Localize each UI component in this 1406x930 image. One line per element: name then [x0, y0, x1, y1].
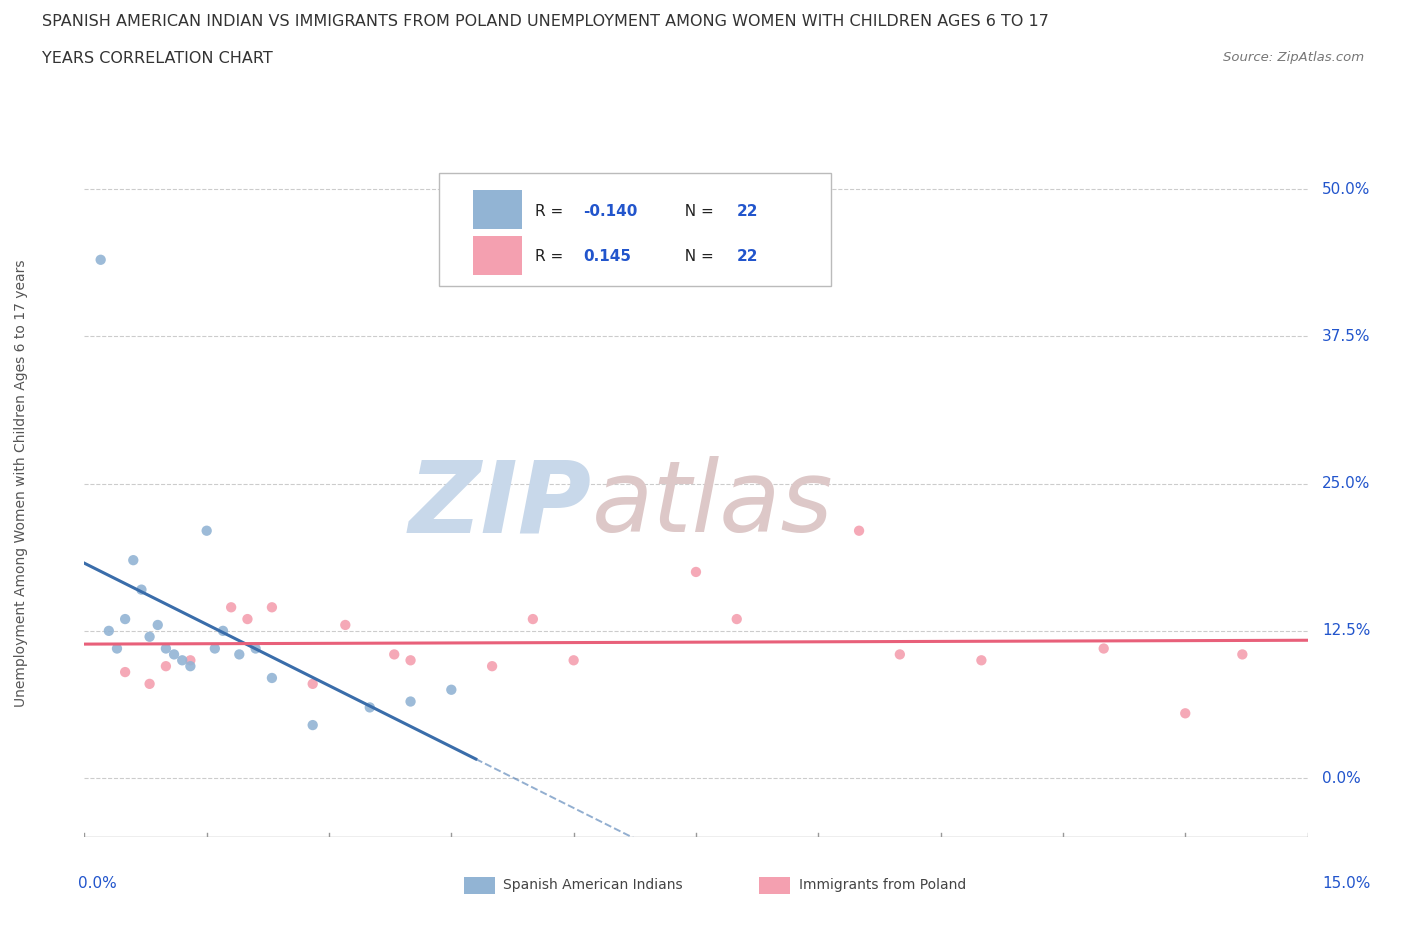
Text: Source: ZipAtlas.com: Source: ZipAtlas.com	[1223, 51, 1364, 64]
Text: R =: R =	[534, 249, 572, 264]
Point	[179, 658, 201, 673]
Text: Immigrants from Poland: Immigrants from Poland	[799, 878, 966, 893]
Point	[301, 676, 323, 691]
Point	[260, 600, 283, 615]
Point	[236, 612, 259, 627]
Point	[212, 623, 235, 638]
Point	[195, 524, 218, 538]
Point	[889, 647, 911, 662]
Point	[440, 683, 463, 698]
Point	[725, 612, 748, 627]
Text: R =: R =	[534, 204, 568, 219]
Point	[301, 718, 323, 733]
Point	[138, 630, 160, 644]
Text: 22: 22	[737, 249, 758, 264]
Text: 0.0%: 0.0%	[79, 876, 117, 891]
Text: 15.0%: 15.0%	[1322, 876, 1371, 891]
Point	[1232, 647, 1254, 662]
Point	[562, 653, 585, 668]
Point	[685, 565, 707, 579]
Text: 0.0%: 0.0%	[1322, 771, 1361, 786]
Text: atlas: atlas	[592, 457, 834, 553]
Text: 25.0%: 25.0%	[1322, 476, 1371, 491]
Point	[204, 641, 226, 656]
Point	[335, 618, 357, 632]
Point	[114, 665, 136, 680]
Point	[122, 552, 145, 567]
Point	[155, 658, 177, 673]
Point	[105, 641, 128, 656]
Point	[481, 658, 503, 673]
Point	[359, 700, 381, 715]
Point	[382, 647, 405, 662]
Point	[146, 618, 169, 632]
Point	[970, 653, 993, 668]
Bar	[474, 190, 522, 229]
Text: N =: N =	[675, 249, 718, 264]
Text: Spanish American Indians: Spanish American Indians	[503, 878, 683, 893]
Point	[1174, 706, 1197, 721]
Text: SPANISH AMERICAN INDIAN VS IMMIGRANTS FROM POLAND UNEMPLOYMENT AMONG WOMEN WITH : SPANISH AMERICAN INDIAN VS IMMIGRANTS FR…	[42, 14, 1049, 29]
Text: 12.5%: 12.5%	[1322, 623, 1371, 638]
Bar	[474, 235, 522, 274]
Point	[228, 647, 250, 662]
Point	[138, 676, 160, 691]
Point	[172, 653, 194, 668]
Point	[97, 623, 120, 638]
Point	[219, 600, 242, 615]
Point	[155, 641, 177, 656]
Text: 22: 22	[737, 204, 758, 219]
Point	[163, 647, 186, 662]
Text: YEARS CORRELATION CHART: YEARS CORRELATION CHART	[42, 51, 273, 66]
Text: N =: N =	[675, 204, 718, 219]
Point	[1092, 641, 1115, 656]
Point	[179, 653, 201, 668]
FancyBboxPatch shape	[439, 173, 831, 286]
Point	[90, 252, 112, 267]
Text: 50.0%: 50.0%	[1322, 181, 1371, 196]
Text: 37.5%: 37.5%	[1322, 329, 1371, 344]
Point	[245, 641, 267, 656]
Text: -0.140: -0.140	[583, 204, 638, 219]
Point	[260, 671, 283, 685]
Point	[131, 582, 153, 597]
Point	[399, 653, 422, 668]
Text: 0.145: 0.145	[583, 249, 631, 264]
Point	[114, 612, 136, 627]
Point	[848, 524, 870, 538]
Point	[399, 694, 422, 709]
Text: ZIP: ZIP	[409, 457, 592, 553]
Point	[522, 612, 544, 627]
Text: Unemployment Among Women with Children Ages 6 to 17 years: Unemployment Among Women with Children A…	[14, 259, 28, 708]
